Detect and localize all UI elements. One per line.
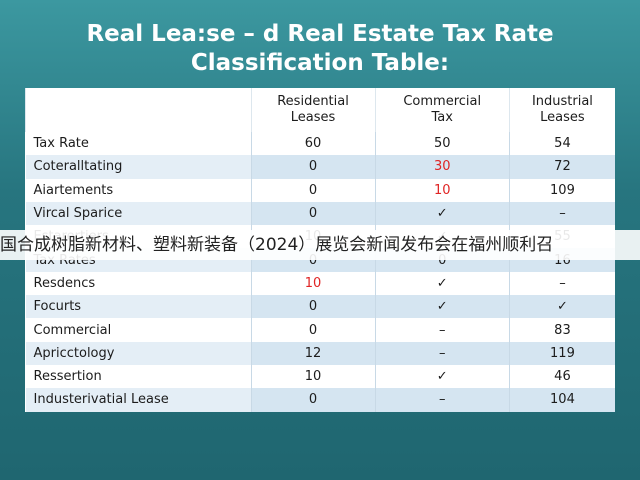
table-cell: 12	[250, 341, 376, 365]
table-cell: 10	[374, 178, 510, 202]
table-cell: 10	[250, 271, 376, 296]
table-cell: –	[374, 388, 510, 412]
table-row: Vircal Sparice 0 ✓ –	[25, 201, 615, 226]
table-row: Aiartements 0 10 109	[26, 178, 615, 202]
table-cell: 83	[508, 318, 615, 342]
row-label: Apricctology	[25, 341, 251, 365]
table-row: Resdencs 10 ✓ –	[26, 271, 615, 296]
table-row: Coteralltating 0 30 72	[25, 155, 615, 179]
title-line: Classification Table:	[190, 50, 450, 76]
row-label: Tax Rate	[33, 136, 89, 152]
table-row: Commercial 0–83	[26, 318, 615, 342]
table-cell: ✓	[374, 271, 510, 296]
row-label: Resdencs	[33, 275, 96, 291]
column-header: Industrial Leases	[508, 88, 615, 132]
table-row: Industerivatial Lease 0–104	[25, 388, 615, 412]
row-label: Vircal Sparice	[25, 201, 251, 226]
title-line: Real Lea:se – d Real Estate Tax Rate	[86, 21, 554, 47]
row-label: Coteralltating	[25, 155, 251, 179]
table-cell: ✓	[374, 364, 510, 389]
table-cell: 60	[250, 132, 376, 156]
column-header	[25, 88, 251, 132]
banner: 国合成树脂新材料、塑料新装备（2024）展览会新闻发布会在福州顺利召	[0, 230, 640, 260]
table-cell: –	[374, 318, 510, 342]
table-cell: 46	[508, 364, 615, 389]
title: Real Lea:se – d Real Estate Tax Rate Clas…	[0, 20, 640, 78]
table-cell: 109	[508, 178, 615, 202]
row-label: Ressertion	[33, 369, 102, 385]
table-cell: –	[374, 341, 510, 365]
table-cell: 30	[374, 155, 510, 179]
tax-table: Residential Leases Commercial Tax Industri…	[25, 88, 615, 412]
table-cell: –	[508, 201, 615, 226]
row-label: Aiartements	[33, 182, 114, 198]
table-cell: ✓	[508, 295, 615, 319]
table-cell: ✓	[374, 295, 510, 319]
table-cell: 50	[374, 132, 510, 156]
row-label: Commercial	[33, 322, 112, 338]
table-row: Apricctology 12–119	[25, 341, 615, 365]
table-cell: 119	[508, 341, 615, 365]
table-cell: 0	[250, 318, 376, 342]
table-row: Tax Rate 60 50 54	[26, 132, 615, 156]
row-label: Industerivatial Lease	[25, 388, 251, 412]
table-cell: 54	[508, 132, 615, 156]
table-cell: 0	[250, 178, 376, 202]
table-row: Focurts 0 ✓ ✓	[25, 295, 615, 319]
table-cell: –	[508, 271, 615, 296]
table-cell: 0	[250, 201, 376, 226]
table-cell: 10	[250, 364, 376, 389]
column-header: Commercial Tax	[374, 88, 510, 132]
table-cell: 0	[250, 388, 376, 412]
table-row: Ressertion 10 ✓ 46	[26, 364, 615, 389]
column-header: Residential Leases	[250, 88, 376, 132]
table-cell: ✓	[374, 201, 510, 226]
table-cell: 0	[250, 295, 376, 319]
table-cell: 0	[250, 155, 376, 179]
row-label: Focurts	[25, 295, 251, 319]
table-cell: 104	[508, 388, 615, 412]
table-cell: 72	[508, 155, 615, 179]
